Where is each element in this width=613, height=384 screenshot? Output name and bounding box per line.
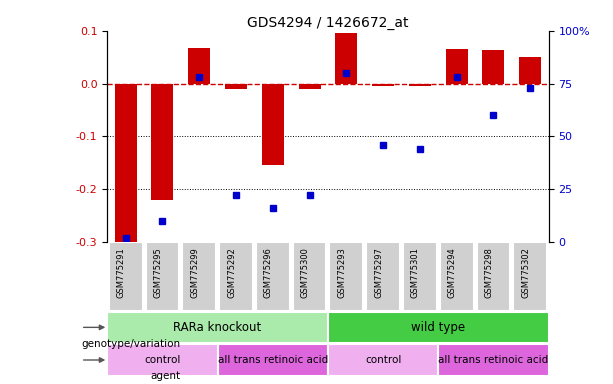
Bar [299, 84, 321, 89]
Bar [482, 50, 504, 84]
Text: GSM775294: GSM775294 [447, 247, 457, 298]
Text: GSM775293: GSM775293 [337, 247, 346, 298]
Text: GSM775295: GSM775295 [153, 247, 162, 298]
Text: GSM775302: GSM775302 [521, 247, 530, 298]
Bar [292, 242, 327, 311]
Bar [328, 344, 438, 376]
Bar [182, 242, 216, 311]
Bar [151, 84, 173, 200]
Bar [219, 242, 253, 311]
Bar [262, 84, 284, 166]
Bar [438, 344, 549, 376]
Bar [109, 242, 143, 311]
Bar [476, 242, 511, 311]
Bar [513, 242, 547, 311]
Bar [328, 312, 549, 343]
Bar [366, 242, 400, 311]
Bar [446, 49, 468, 84]
Bar [188, 48, 210, 84]
Bar [256, 242, 290, 311]
Bar [218, 344, 328, 376]
Bar [372, 84, 394, 86]
Bar [329, 242, 364, 311]
Bar [519, 57, 541, 84]
Text: all trans retinoic acid: all trans retinoic acid [438, 355, 549, 365]
Text: agent: agent [150, 371, 180, 381]
Text: all trans retinoic acid: all trans retinoic acid [218, 355, 328, 365]
Text: RARa knockout: RARa knockout [173, 321, 262, 334]
Text: GSM775299: GSM775299 [190, 247, 199, 298]
Bar [225, 84, 247, 89]
Text: GSM775298: GSM775298 [484, 247, 493, 298]
Text: wild type: wild type [411, 321, 465, 334]
Text: GSM775301: GSM775301 [411, 247, 420, 298]
Bar [335, 33, 357, 84]
Bar [145, 242, 180, 311]
Text: GSM775292: GSM775292 [227, 247, 236, 298]
Text: GSM775291: GSM775291 [116, 247, 126, 298]
Bar [409, 84, 431, 86]
Bar [403, 242, 437, 311]
Bar [107, 344, 218, 376]
Text: control: control [365, 355, 402, 365]
Bar [440, 242, 474, 311]
Text: GSM775297: GSM775297 [374, 247, 383, 298]
Text: GSM775296: GSM775296 [264, 247, 273, 298]
Bar [115, 84, 137, 242]
Text: genotype/variation: genotype/variation [81, 339, 180, 349]
Text: GSM775300: GSM775300 [300, 247, 310, 298]
Text: control: control [144, 355, 181, 365]
Title: GDS4294 / 1426672_at: GDS4294 / 1426672_at [247, 16, 409, 30]
Bar [107, 312, 328, 343]
